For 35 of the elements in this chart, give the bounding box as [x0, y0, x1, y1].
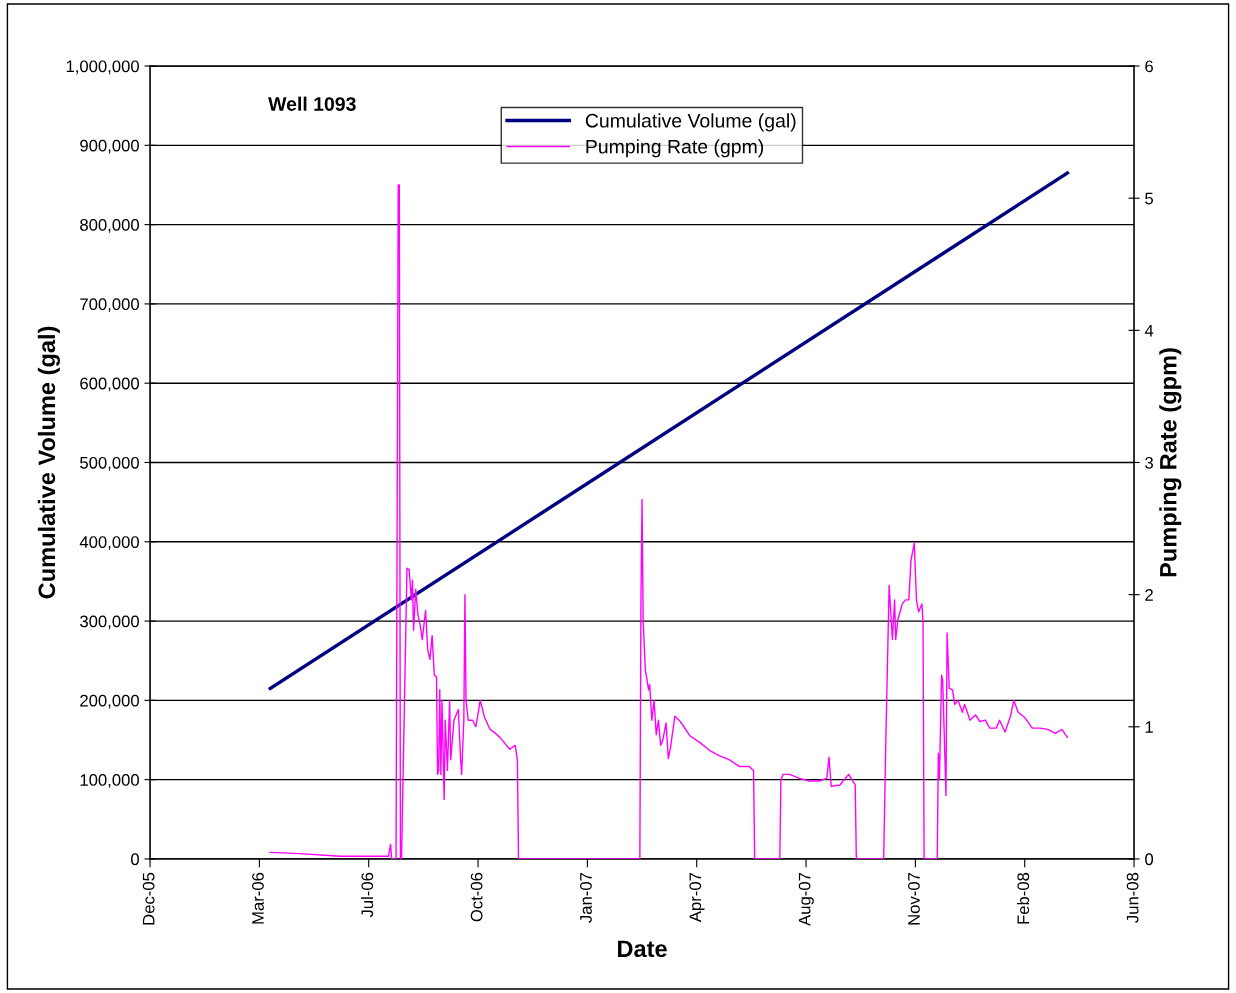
y-tick-label: 0: [131, 853, 139, 866]
x-tick-label: Oct-06: [470, 872, 483, 922]
x-tick-label: Aug-07: [798, 872, 814, 926]
y2-tick-label: 5: [1145, 192, 1154, 205]
x-tick-label: Feb-08: [1016, 872, 1030, 924]
annotation: Well 1093: [268, 96, 356, 111]
y-tick-label: 400,000: [79, 536, 139, 550]
y2-tick-label: 6: [1145, 60, 1153, 73]
legend-label: Pumping Rate (gpm): [586, 139, 764, 158]
y2-tick-label: 3: [1145, 456, 1153, 469]
y-tick-label: 600,000: [80, 377, 139, 392]
y-tick-label: 700,000: [80, 298, 139, 313]
line-series: [269, 184, 1069, 859]
x-tick-label: Apr-07: [689, 872, 705, 923]
y-tick-label: 1,000,000: [66, 60, 139, 75]
y2-tick-label: 4: [1144, 324, 1154, 337]
y-tick-label: 900,000: [80, 139, 139, 154]
y-tick-label: 800,000: [80, 219, 139, 233]
x-tick-label: Jun-08: [1126, 872, 1139, 923]
x-tick-label: Nov-07: [908, 872, 920, 925]
y-tick-label: 300,000: [80, 615, 139, 630]
y2-axis-title: Pumping Rate (gpm): [1159, 348, 1182, 577]
x-tick-label: Jul-06: [360, 872, 374, 918]
x-tick-label: Dec-05: [142, 872, 155, 925]
y-tick-label: 200,000: [80, 694, 139, 709]
y2-tick-label: 0: [1145, 853, 1154, 866]
x-tick-label: Jan-07: [580, 872, 592, 923]
y-tick-label: 100,000: [80, 774, 139, 788]
x-tick-label: Mar-06: [252, 872, 264, 924]
y-tick-label: 500,000: [80, 456, 139, 471]
y2-tick-label: 1: [1145, 721, 1153, 733]
y-axis-title: Cumulative Volume (gal): [37, 326, 60, 599]
y2-tick-label: 2: [1145, 589, 1153, 601]
legend-label: Cumulative Volume (gal): [585, 113, 796, 132]
x-axis-title: Date: [618, 940, 667, 958]
